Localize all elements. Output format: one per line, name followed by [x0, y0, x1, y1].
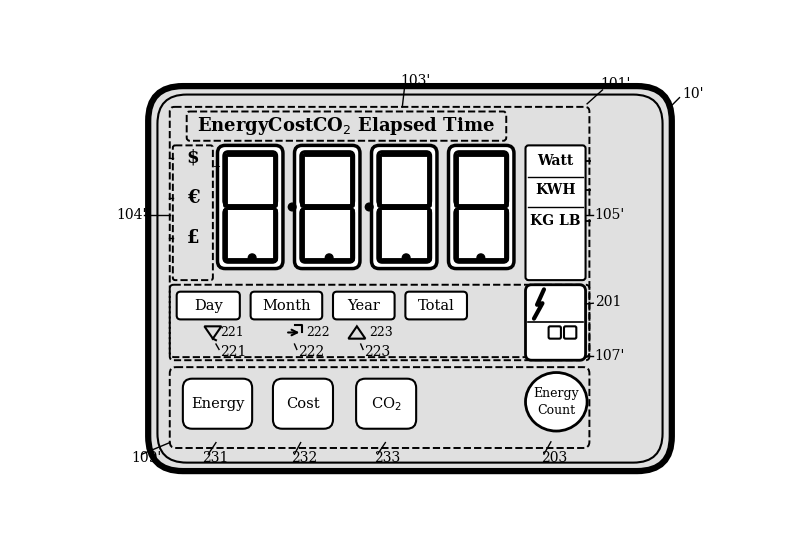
Text: 103': 103' — [400, 74, 430, 87]
Text: 223: 223 — [364, 345, 390, 359]
FancyBboxPatch shape — [273, 379, 333, 429]
Text: KG LB: KG LB — [530, 214, 581, 228]
FancyBboxPatch shape — [148, 86, 672, 471]
FancyBboxPatch shape — [371, 145, 437, 268]
Text: 221: 221 — [220, 326, 243, 339]
Text: 221: 221 — [220, 345, 246, 359]
FancyBboxPatch shape — [356, 379, 416, 429]
Text: 222: 222 — [306, 326, 330, 339]
FancyBboxPatch shape — [333, 292, 394, 319]
Text: Total: Total — [418, 299, 454, 312]
Text: +: + — [212, 162, 220, 172]
Circle shape — [248, 254, 256, 262]
FancyBboxPatch shape — [526, 145, 586, 280]
Text: 231: 231 — [202, 451, 229, 465]
Text: 222: 222 — [298, 345, 324, 359]
Text: Month: Month — [262, 299, 310, 312]
FancyBboxPatch shape — [294, 145, 360, 268]
Text: Cost: Cost — [286, 397, 320, 411]
Text: €: € — [186, 189, 199, 207]
Text: 104': 104' — [116, 208, 146, 222]
Circle shape — [402, 254, 410, 262]
Text: Energy
Count: Energy Count — [534, 387, 579, 417]
Text: 105': 105' — [595, 208, 625, 222]
FancyBboxPatch shape — [449, 145, 514, 268]
Text: 107': 107' — [595, 349, 625, 363]
Text: 232: 232 — [290, 451, 317, 465]
FancyBboxPatch shape — [526, 285, 586, 360]
FancyBboxPatch shape — [183, 379, 252, 429]
Text: 201: 201 — [595, 295, 621, 309]
Circle shape — [366, 203, 373, 211]
Circle shape — [326, 254, 333, 262]
Text: KWH: KWH — [535, 183, 576, 197]
Ellipse shape — [526, 373, 587, 431]
Text: £: £ — [186, 229, 199, 247]
Text: Year: Year — [347, 299, 380, 312]
Text: 223: 223 — [369, 326, 393, 339]
Text: Energy: Energy — [191, 397, 244, 411]
FancyBboxPatch shape — [406, 292, 467, 319]
Text: 203: 203 — [541, 451, 567, 465]
FancyBboxPatch shape — [177, 292, 240, 319]
Text: 233: 233 — [374, 451, 400, 465]
Text: EnergyCostCO$_2$ Elapsed Time: EnergyCostCO$_2$ Elapsed Time — [198, 115, 495, 137]
Circle shape — [288, 203, 296, 211]
FancyBboxPatch shape — [218, 145, 283, 268]
Text: 109': 109' — [131, 451, 162, 465]
Text: 101': 101' — [600, 77, 630, 91]
Text: $: $ — [186, 149, 199, 167]
Text: CO$_2$: CO$_2$ — [370, 395, 402, 413]
Text: Day: Day — [194, 299, 222, 312]
Text: Watt: Watt — [538, 154, 574, 168]
FancyBboxPatch shape — [250, 292, 322, 319]
Text: 10': 10' — [682, 87, 704, 101]
Circle shape — [477, 254, 485, 262]
